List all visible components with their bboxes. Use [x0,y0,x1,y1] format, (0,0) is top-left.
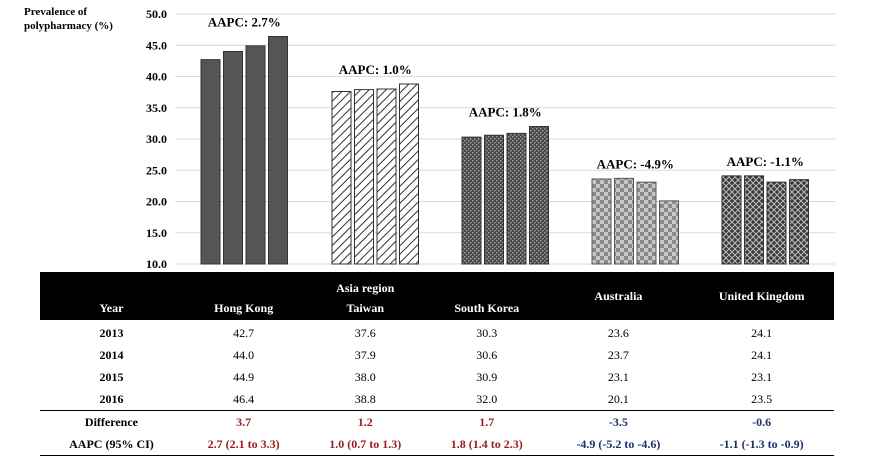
cell: 24.1 [751,347,773,362]
bar [484,134,504,265]
cell: 20.1 [607,391,629,406]
cell: 24.1 [751,325,773,340]
bar [636,181,657,265]
row-year: 2014 [99,347,124,362]
y-tick-label: 10.0 [146,257,167,271]
bar [200,59,221,265]
cell: 42.7 [233,325,255,340]
asia-region-header: Asia region [182,272,548,296]
table-row: 2013 42.7 37.6 30.3 23.6 24.1 [40,320,834,344]
header-south-korea: South Korea [426,296,548,320]
aapc-cell: 1.0 (0.7 to 1.3) [304,433,426,456]
y-tick-label: 20.0 [146,195,167,209]
aapc-annotation: AAPC: 1.0% [339,62,412,77]
y-tick-label: 30.0 [146,132,167,146]
y-tick-label: 35.0 [146,101,167,115]
difference-cell: -0.6 [689,410,834,433]
y-tick-label: 25.0 [146,163,167,177]
bar [529,126,549,265]
aapc-annotation: AAPC: 1.8% [469,105,542,120]
cell: 44.0 [233,347,255,362]
cell: 23.5 [751,391,773,406]
bar [461,136,482,265]
difference-cell: 1.7 [426,410,548,433]
bar-chart: 10.0 15.0 20.0 25.0 30.0 35.0 40.0 45.0 50.0 AAP… [146,7,835,271]
cell: 23.7 [607,347,629,362]
bar [766,181,787,265]
row-year: 2016 [99,391,124,406]
cell: 30.9 [476,369,498,384]
y-tick-labels: 10.0 15.0 20.0 25.0 30.0 35.0 40.0 45.0 50.0 [146,7,167,271]
table-row: 2014 44.0 37.9 30.6 23.7 24.1 [40,344,834,366]
header-united-kingdom: United Kingdom [689,272,834,320]
aapc-cell: 1.8 (1.4 to 2.3) [426,433,548,456]
aapc-annotation: AAPC: -4.9% [597,156,674,171]
aapc-annotations: AAPC: 2.7% AAPC: 1.0% AAPC: 1.8% AAPC: -4.9… [208,15,804,172]
y-tick-label: 50.0 [146,7,167,21]
y-tick-label: 15.0 [146,226,167,240]
cell: 38.0 [354,369,376,384]
bar [591,178,612,265]
row-year: 2013 [99,325,124,340]
bar [245,45,266,265]
aapc-row: AAPC (95% CI) 2.7 (2.1 to 3.3) 1.0 (0.7 … [40,433,834,456]
y-tick-label: 45.0 [146,38,167,52]
cell: 23.1 [751,369,773,384]
aapc-cell: -1.1 (-1.3 to -0.9) [689,433,834,456]
y-tick-label: 40.0 [146,70,167,84]
cell: 38.8 [354,391,376,406]
aapc-cell: -4.9 (-5.2 to -4.6) [547,433,690,456]
cell: 30.3 [476,325,498,340]
cell: 37.6 [354,325,376,340]
bar [354,89,374,265]
difference-row: Difference 3.7 1.2 1.7 -3.5 -0.6 [40,410,834,433]
bars [200,36,809,265]
cell: 32.0 [476,391,498,406]
cell: 30.6 [476,347,498,362]
row-year: 2015 [99,369,124,384]
difference-label: Difference [40,410,183,433]
aapc-cell: 2.7 (2.1 to 3.3) [182,433,305,456]
cell: 37.9 [354,347,376,362]
cell: 23.1 [607,369,629,384]
bar [506,132,527,265]
table-row: 2015 44.9 38.0 30.9 23.1 23.1 [40,366,834,388]
aapc-label: AAPC (95% CI) [40,433,183,456]
bar [614,177,634,265]
cell: 44.9 [233,369,255,384]
header-year: Year [40,296,183,320]
header-taiwan: Taiwan [304,296,426,320]
aapc-annotation: AAPC: 2.7% [208,15,281,30]
data-table: Asia region Australia United Kingdom Yea… [40,272,834,456]
bar [399,83,419,265]
difference-cell: 3.7 [182,410,305,433]
cell: 46.4 [233,391,255,406]
header-australia: Australia [547,272,690,320]
y-axis-label: Prevalence of polypharmacy (%) [24,6,113,32]
difference-cell: 1.2 [304,410,426,433]
bar [659,200,679,265]
bar [789,179,809,265]
bar [268,36,288,265]
bar [744,175,764,265]
bar [721,175,742,265]
difference-cell: -3.5 [547,410,690,433]
bar [223,51,243,265]
bar [331,91,352,265]
aapc-annotation: AAPC: -1.1% [727,154,804,169]
cell: 23.6 [607,325,629,340]
table-header-blank [40,272,183,296]
header-hong-kong: Hong Kong [182,296,305,320]
table-row: 2016 46.4 38.8 32.0 20.1 23.5 [40,388,834,411]
bar [376,88,397,265]
